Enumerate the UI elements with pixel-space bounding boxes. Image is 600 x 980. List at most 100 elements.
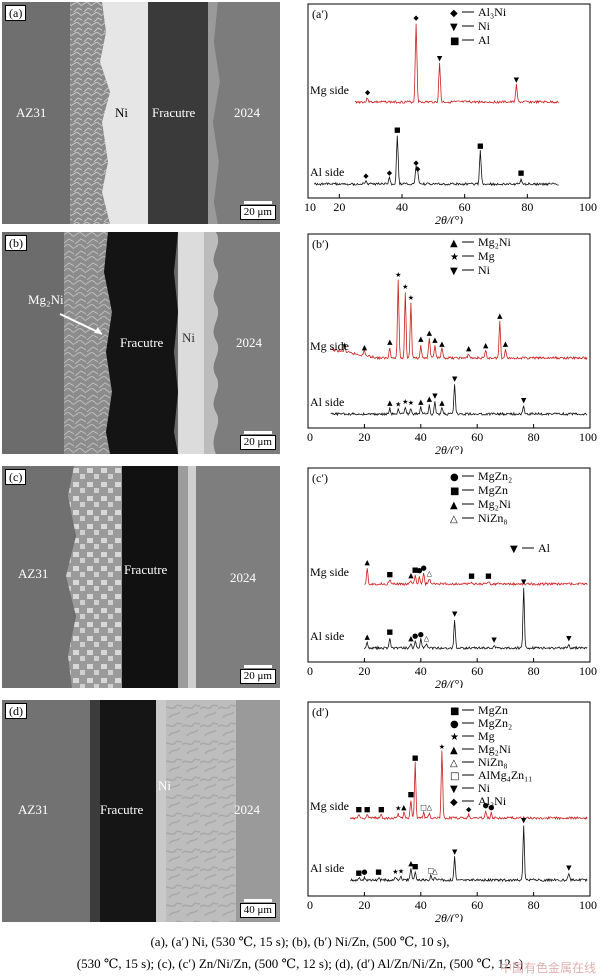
chart-panel-id: (b′) bbox=[312, 237, 329, 251]
series-label: Mg side bbox=[310, 565, 349, 579]
x-tick-label: 60 bbox=[471, 430, 483, 444]
peak-marker: ▲ bbox=[418, 398, 424, 406]
peak-marker: ▲ bbox=[387, 338, 393, 346]
peak-marker: ▼ bbox=[521, 396, 527, 404]
peak-marker: ▲ bbox=[362, 343, 368, 351]
sem-label-mg2ni: Mg₂Ni bbox=[28, 292, 64, 307]
series-label: Mg side bbox=[310, 339, 349, 353]
peak-marker: ★ bbox=[439, 743, 445, 751]
legend-symbol: ★ bbox=[450, 252, 459, 263]
sem-label-az31: AZ31 bbox=[16, 105, 47, 120]
peak-marker: ◆ bbox=[387, 169, 393, 177]
legend-label: Mg bbox=[478, 729, 495, 743]
peak-marker: ◆ bbox=[363, 172, 369, 180]
series-label: Mg side bbox=[310, 799, 349, 813]
legend-label: Mg₂Ni bbox=[478, 497, 512, 511]
legend-label: Al₃Ni bbox=[478, 5, 507, 19]
sem-label-2024: 2024 bbox=[230, 570, 256, 585]
sem-micrograph-c bbox=[2, 466, 280, 688]
legend-symbol: □ bbox=[450, 771, 459, 782]
sem-micrograph-d bbox=[2, 700, 280, 922]
x-axis-label: 2θ/(°) bbox=[435, 911, 463, 922]
series-line-mg-side bbox=[364, 568, 588, 587]
x-tick-label: 80 bbox=[528, 898, 540, 912]
peak-marker: ◆ bbox=[415, 165, 421, 173]
x-tick-label: 80 bbox=[528, 664, 540, 678]
peak-marker: ■ bbox=[468, 572, 475, 580]
legend-symbol: ◆ bbox=[450, 8, 458, 19]
legend-symbol: △ bbox=[450, 514, 458, 525]
panel-id-a: (a) bbox=[5, 5, 27, 21]
legend-symbol: ● bbox=[450, 472, 459, 483]
x-tick-label: 20 bbox=[358, 430, 370, 444]
panel-id-b: (b) bbox=[5, 235, 27, 251]
legend-label: AlMg₄Zn₁₁ bbox=[478, 768, 533, 782]
peak-marker: △ bbox=[432, 867, 438, 875]
plot-frame bbox=[307, 467, 591, 663]
plot-frame bbox=[307, 3, 591, 199]
peak-marker: ■ bbox=[375, 868, 382, 876]
series-label: Al side bbox=[310, 861, 344, 875]
legend-label: Al bbox=[478, 33, 491, 47]
legend-label: Ni bbox=[478, 19, 491, 33]
peak-marker: ■ bbox=[386, 628, 393, 636]
x-tick-label: 80 bbox=[521, 200, 533, 214]
sem-label-az31: AZ31 bbox=[18, 802, 49, 817]
legend-label: Ni bbox=[478, 263, 491, 277]
x-tick-label: 40 bbox=[415, 430, 427, 444]
chart-panel-id: (c′) bbox=[312, 471, 328, 485]
peak-marker: ■ bbox=[412, 566, 419, 574]
peak-marker: ▼ bbox=[491, 636, 497, 644]
sem-micrograph-b bbox=[2, 232, 280, 454]
peak-marker: ● bbox=[488, 803, 494, 811]
peak-marker: ● bbox=[421, 564, 427, 572]
peak-marker: ★ bbox=[392, 868, 398, 876]
peak-marker: ■ bbox=[408, 791, 415, 799]
x-tick-label: 0 bbox=[307, 898, 313, 912]
figure-caption-line-2: (530 ℃, 15 s); (c), (c′) Zn/Ni/Zn, (500 … bbox=[76, 956, 524, 971]
sem-label-fracture: Fracutre bbox=[152, 105, 196, 120]
peak-marker: ▼ bbox=[437, 54, 443, 62]
x-tick-label: 100 bbox=[579, 430, 597, 444]
x-tick-label: 10 bbox=[304, 200, 316, 214]
series-line-al-side bbox=[330, 384, 588, 417]
x-tick-label: 100 bbox=[579, 200, 597, 214]
peak-marker: ▼ bbox=[521, 578, 527, 586]
x-tick-label: 60 bbox=[471, 898, 483, 912]
peak-marker: ★ bbox=[395, 804, 401, 812]
peak-marker: ▲ bbox=[365, 633, 371, 641]
peak-marker: ■ bbox=[355, 869, 362, 877]
legend-label: MgZn bbox=[478, 483, 508, 497]
plot-frame bbox=[307, 233, 591, 429]
peak-marker: ■ bbox=[412, 754, 419, 762]
sem-label-2024: 2024 bbox=[236, 335, 262, 350]
panel-id-c: (c) bbox=[5, 469, 27, 485]
series-label: Al side bbox=[310, 395, 344, 409]
scale-bar-b: 20 μm bbox=[239, 431, 276, 450]
sem-label-fracture: Fracutre bbox=[120, 335, 164, 350]
peak-marker: ★ bbox=[398, 867, 404, 875]
x-tick-label: 100 bbox=[579, 898, 597, 912]
plot-frame bbox=[307, 701, 591, 897]
series-label: Al side bbox=[310, 629, 344, 643]
peak-marker: ▲ bbox=[497, 312, 503, 320]
x-tick-label: 0 bbox=[307, 664, 313, 678]
legend-symbol: △ bbox=[450, 758, 458, 769]
peak-marker: ● bbox=[412, 632, 418, 640]
chart-panel-id: (a′) bbox=[312, 7, 328, 21]
peak-marker: ▲ bbox=[503, 340, 509, 348]
legend-label: Ni bbox=[478, 781, 491, 795]
peak-marker: ◆ bbox=[413, 14, 419, 22]
sem-image-d: (d) AZ31 Fracutre Ni 2024 40 μm bbox=[2, 700, 280, 922]
legend-label: NiZn₈ bbox=[478, 755, 508, 769]
peak-marker: ◆ bbox=[413, 159, 419, 167]
legend-symbol: ▼ bbox=[450, 266, 458, 277]
scale-bar-d: 40 μm bbox=[239, 899, 276, 918]
legend-label: MgZn bbox=[478, 703, 508, 717]
peak-marker: ▲ bbox=[387, 399, 393, 407]
legend-label: Mg₂Ni bbox=[478, 235, 512, 249]
legend-symbol: ▼ bbox=[450, 784, 458, 795]
peak-marker: ★ bbox=[402, 283, 408, 291]
legend-label: MgZn₂ bbox=[478, 716, 512, 730]
legend-symbol: ◆ bbox=[450, 797, 458, 808]
